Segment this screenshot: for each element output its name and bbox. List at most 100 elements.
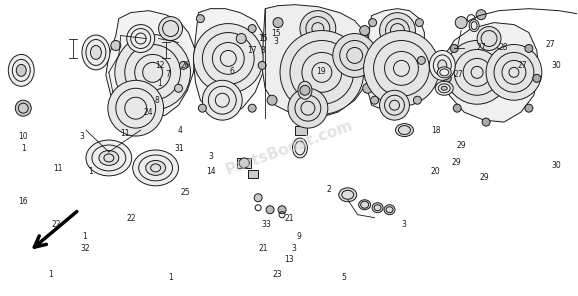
Ellipse shape <box>133 150 179 186</box>
Text: 30: 30 <box>551 61 561 70</box>
Circle shape <box>115 35 191 110</box>
Text: 27: 27 <box>454 70 464 79</box>
Circle shape <box>525 104 533 112</box>
Circle shape <box>180 61 187 69</box>
Circle shape <box>288 88 328 128</box>
Circle shape <box>194 24 263 93</box>
Ellipse shape <box>438 60 447 71</box>
Text: 1: 1 <box>157 79 162 88</box>
Bar <box>237 158 251 168</box>
Circle shape <box>416 19 423 27</box>
Ellipse shape <box>292 138 307 158</box>
Circle shape <box>300 11 336 46</box>
Text: 13: 13 <box>284 255 294 264</box>
Text: 32: 32 <box>80 244 90 253</box>
Circle shape <box>380 90 409 120</box>
Circle shape <box>254 194 262 202</box>
Circle shape <box>477 27 501 50</box>
Ellipse shape <box>99 150 119 165</box>
Ellipse shape <box>86 140 132 176</box>
Text: 27: 27 <box>546 40 555 49</box>
Circle shape <box>197 15 205 22</box>
Text: 18: 18 <box>431 126 440 135</box>
Text: 15: 15 <box>258 35 268 44</box>
Ellipse shape <box>429 50 455 80</box>
Text: 20: 20 <box>431 167 440 176</box>
Circle shape <box>364 30 439 106</box>
Circle shape <box>380 13 416 49</box>
Text: 3: 3 <box>209 152 214 161</box>
Circle shape <box>202 80 242 120</box>
Circle shape <box>360 25 369 36</box>
Text: 16: 16 <box>18 197 28 205</box>
Circle shape <box>413 96 421 104</box>
Circle shape <box>108 80 164 136</box>
Circle shape <box>369 19 377 27</box>
Circle shape <box>239 158 249 168</box>
Ellipse shape <box>90 46 101 59</box>
Circle shape <box>482 118 490 126</box>
Text: 3: 3 <box>291 244 296 253</box>
Circle shape <box>370 96 379 104</box>
Circle shape <box>248 104 256 112</box>
Text: 10: 10 <box>18 132 28 141</box>
Circle shape <box>258 61 266 69</box>
Circle shape <box>525 44 533 52</box>
Circle shape <box>278 206 286 214</box>
Text: 5: 5 <box>341 273 346 282</box>
Text: 7: 7 <box>166 70 171 79</box>
Ellipse shape <box>298 81 312 99</box>
Text: 3: 3 <box>402 220 406 229</box>
Text: 22: 22 <box>126 214 136 223</box>
Text: 8: 8 <box>154 96 159 105</box>
Ellipse shape <box>372 203 383 213</box>
Text: 26: 26 <box>181 61 190 70</box>
Text: 1: 1 <box>48 270 53 279</box>
Text: 3: 3 <box>261 46 265 55</box>
Text: 17: 17 <box>247 46 257 55</box>
Circle shape <box>533 74 541 82</box>
Circle shape <box>443 74 451 82</box>
Circle shape <box>486 44 542 100</box>
Polygon shape <box>262 5 372 118</box>
Ellipse shape <box>82 35 110 70</box>
Ellipse shape <box>395 124 413 136</box>
Ellipse shape <box>16 65 26 76</box>
Text: 15: 15 <box>272 29 281 38</box>
Text: 1: 1 <box>169 273 173 282</box>
Ellipse shape <box>146 160 165 175</box>
Circle shape <box>267 95 277 105</box>
Circle shape <box>198 104 206 112</box>
Text: 19: 19 <box>316 67 325 76</box>
Text: 3: 3 <box>79 132 84 141</box>
Ellipse shape <box>359 200 370 210</box>
Ellipse shape <box>435 81 453 95</box>
Circle shape <box>417 57 425 65</box>
Polygon shape <box>106 11 195 118</box>
Text: 3: 3 <box>274 37 279 46</box>
Text: PartsBoost.com: PartsBoost.com <box>223 118 355 178</box>
Circle shape <box>248 25 256 33</box>
Text: 22: 22 <box>51 220 61 229</box>
Circle shape <box>333 33 377 77</box>
Ellipse shape <box>384 205 395 215</box>
Text: 11: 11 <box>120 129 130 138</box>
Text: 28: 28 <box>498 43 507 52</box>
Text: 30: 30 <box>551 161 561 170</box>
Bar <box>295 126 307 135</box>
Bar <box>236 35 246 43</box>
Ellipse shape <box>441 86 447 90</box>
Text: 29: 29 <box>457 141 466 149</box>
Circle shape <box>111 41 121 50</box>
Ellipse shape <box>438 67 451 78</box>
Text: 27: 27 <box>477 43 487 52</box>
Circle shape <box>280 30 364 114</box>
Circle shape <box>15 100 31 116</box>
Ellipse shape <box>469 20 479 32</box>
Polygon shape <box>366 9 424 110</box>
Text: 33: 33 <box>261 220 271 229</box>
Ellipse shape <box>339 188 357 202</box>
Text: 21: 21 <box>284 214 294 223</box>
Text: 1: 1 <box>21 144 25 152</box>
Text: 21: 21 <box>258 244 268 253</box>
